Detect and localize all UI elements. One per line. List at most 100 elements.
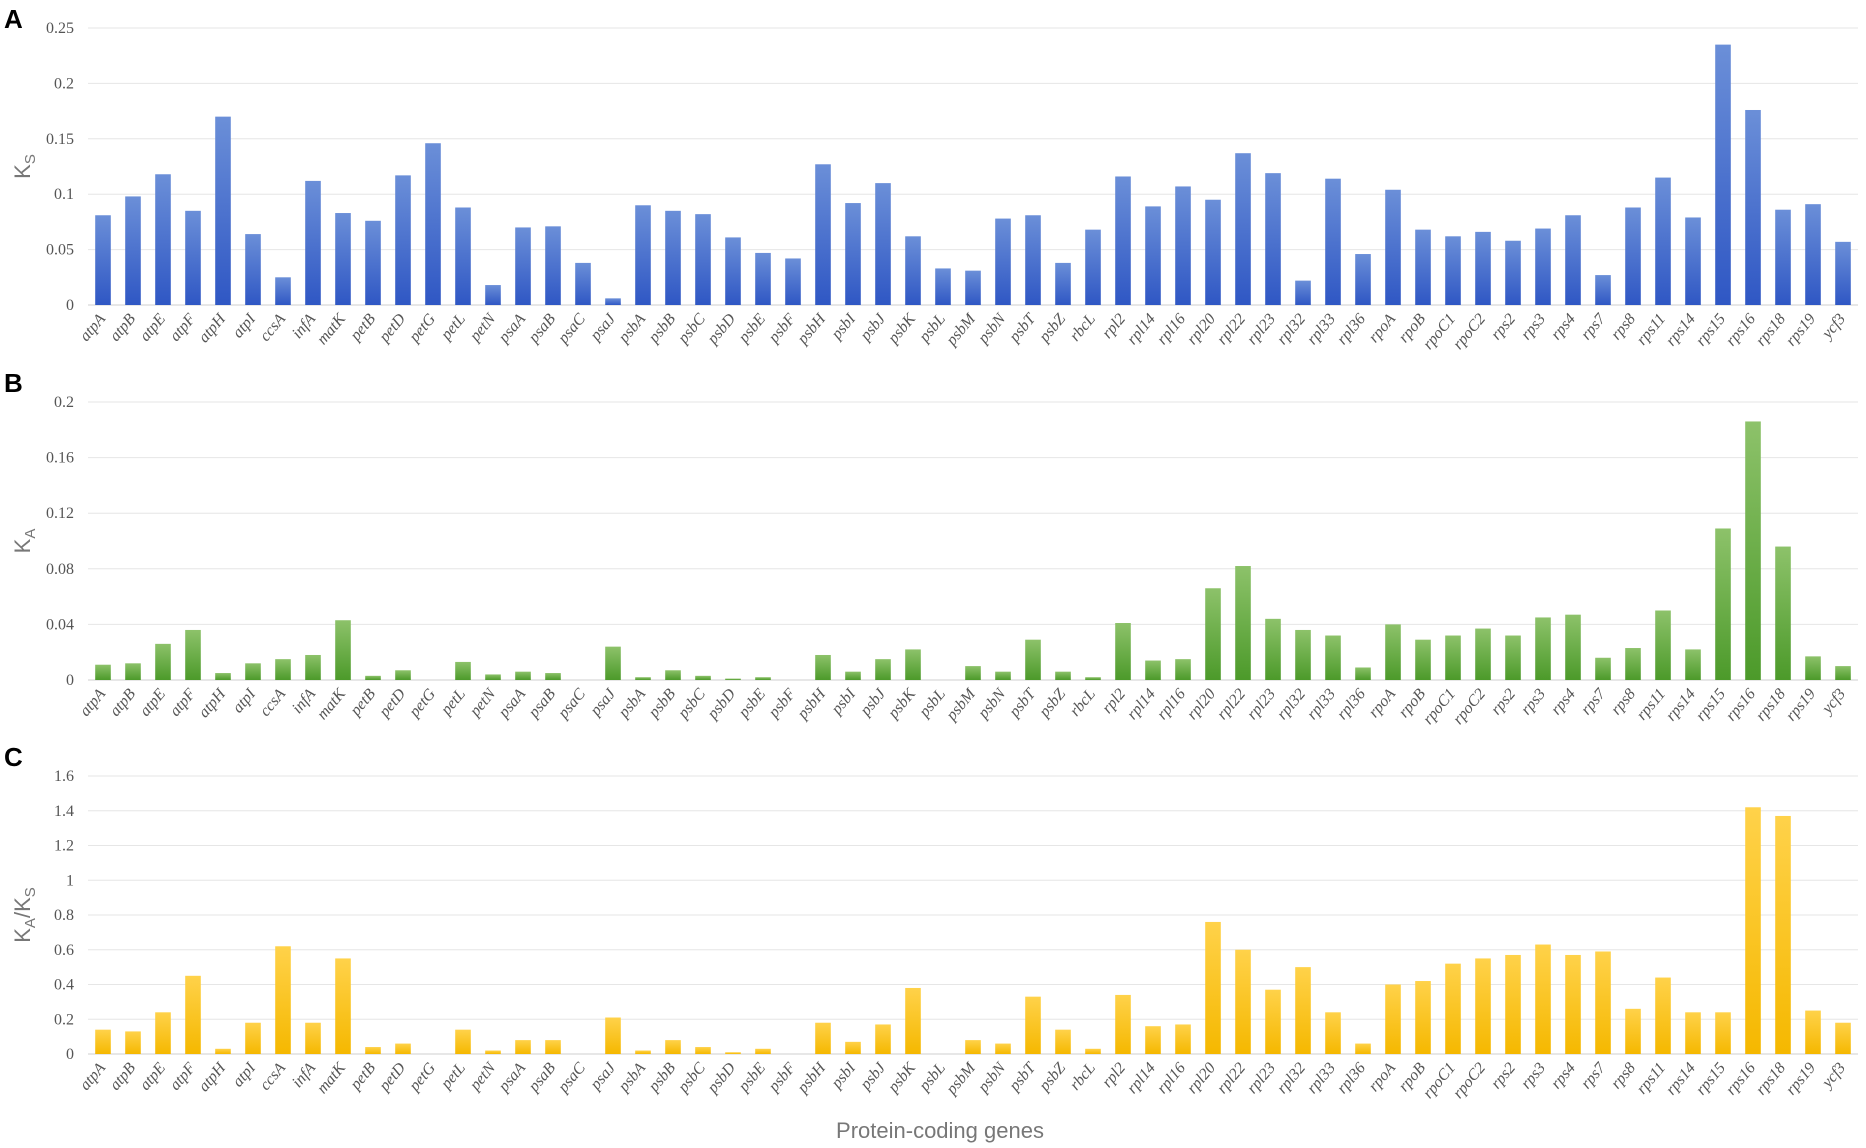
bar-petD — [395, 670, 411, 680]
bar-rpl22 — [1235, 566, 1251, 680]
bar-rpl2 — [1115, 623, 1131, 680]
x-tick-label: rpl22 — [1214, 1060, 1249, 1097]
bar-psaA — [515, 1040, 531, 1054]
y-tick-label: 0.1 — [54, 186, 74, 203]
bar-rpl14 — [1145, 660, 1161, 680]
bar-petL — [455, 1029, 471, 1054]
x-tick-label: psbH — [794, 310, 830, 349]
bar-psaA — [515, 227, 531, 305]
y-tick-label: 0.6 — [54, 942, 74, 959]
x-tick-label: rpl20 — [1184, 686, 1219, 723]
x-tick-label: psbM — [943, 684, 981, 724]
bar-petL — [455, 661, 471, 680]
bar-rps14 — [1685, 649, 1701, 680]
bar-atpE — [155, 174, 171, 305]
x-tick-label: petL — [437, 311, 469, 345]
bar-psaB — [545, 226, 561, 305]
x-tick-label: rpl23 — [1244, 686, 1279, 723]
x-tick-label: psbT — [1005, 685, 1039, 721]
y-tick-label: 0.2 — [54, 75, 74, 92]
x-tick-label: psbB — [645, 1059, 679, 1095]
bar-rpoA — [1385, 189, 1401, 305]
x-tick-label: rps2 — [1488, 1060, 1519, 1093]
bar-psbH — [815, 654, 831, 680]
x-tick-label: rpoC2 — [1450, 686, 1489, 728]
x-tick-label: psbC — [674, 1059, 709, 1096]
x-tick-label: atpB — [107, 685, 140, 719]
x-tick-label: petN — [466, 310, 500, 346]
x-tick-label: psbA — [615, 310, 649, 346]
x-tick-label: rps4 — [1548, 1060, 1579, 1093]
bar-psbM — [965, 270, 981, 305]
x-tick-label: rps14 — [1663, 686, 1699, 725]
x-tick-label: rpl22 — [1214, 311, 1249, 348]
bar-rpl2 — [1115, 994, 1131, 1054]
bar-atpI — [245, 234, 261, 305]
x-tick-label: psbI — [828, 1059, 860, 1092]
x-tick-label: ycf3 — [1818, 311, 1849, 344]
x-tick-label: atpH — [195, 310, 230, 347]
x-tick-label: psaC — [554, 310, 589, 347]
bar-atpA — [95, 664, 111, 680]
bar-psbE — [755, 252, 771, 305]
x-tick-label: matK — [314, 685, 350, 724]
bar-atpI — [245, 663, 261, 680]
bar-infA — [305, 1022, 321, 1054]
bar-rpoA — [1385, 624, 1401, 680]
x-tick-label: psbI — [828, 310, 860, 343]
bar-rpoB — [1415, 229, 1431, 305]
bar-rpl33 — [1325, 635, 1341, 680]
bar-rps18 — [1775, 815, 1791, 1054]
bar-rps14 — [1685, 217, 1701, 305]
x-tick-label: psaC — [554, 1059, 589, 1096]
x-tick-label: psaA — [495, 310, 529, 346]
bar-rpl32 — [1295, 967, 1311, 1054]
bar-rpoC1 — [1445, 635, 1461, 680]
bar-ycf3 — [1835, 1022, 1851, 1054]
bar-rps2 — [1505, 954, 1521, 1054]
bar-atpA — [95, 215, 111, 305]
x-tick-label: psbL — [915, 686, 949, 722]
x-tick-label: rbcL — [1067, 1060, 1100, 1094]
bar-rps14 — [1685, 1012, 1701, 1054]
x-tick-label: rpoC1 — [1420, 1060, 1459, 1102]
bar-rps7 — [1595, 657, 1611, 680]
bar-atpE — [155, 643, 171, 680]
y-tick-label: 0.16 — [46, 450, 74, 467]
x-tick-label: rpl33 — [1304, 311, 1339, 348]
bar-psbB — [665, 210, 681, 305]
bar-rps16 — [1745, 807, 1761, 1054]
x-tick-label: rpoA — [1365, 685, 1399, 721]
x-tick-label: psbA — [615, 685, 649, 721]
x-tick-label: psbF — [765, 1059, 799, 1095]
bar-petD — [395, 175, 411, 305]
x-tick-label: rpl22 — [1214, 686, 1249, 723]
x-tick-label: rps19 — [1783, 1060, 1819, 1099]
x-tick-label: rps4 — [1548, 311, 1579, 344]
bar-rbcL — [1085, 229, 1101, 305]
bar-rps18 — [1775, 546, 1791, 680]
y-tick-label: 1.4 — [54, 803, 74, 820]
y-tick-label: 0.12 — [46, 505, 74, 522]
x-tick-label: psbZ — [1035, 310, 1069, 346]
bar-psbK — [905, 987, 921, 1054]
bar-psaJ — [605, 646, 621, 680]
bar-rpl14 — [1145, 1026, 1161, 1054]
x-tick-label: psaB — [525, 310, 559, 346]
x-tick-label: psaB — [525, 685, 559, 721]
bar-psaC — [575, 262, 591, 305]
y-tick-label: 0 — [66, 297, 74, 314]
bar-rps3 — [1535, 228, 1551, 305]
bar-rpl23 — [1265, 989, 1281, 1054]
x-tick-label: psbE — [735, 310, 769, 346]
bar-rpl20 — [1205, 921, 1221, 1054]
bar-psaJ — [605, 1017, 621, 1054]
x-tick-label: psbF — [765, 310, 799, 346]
bar-psbZ — [1055, 671, 1071, 680]
x-tick-label: rbcL — [1067, 311, 1100, 345]
bar-psaB — [545, 1040, 561, 1054]
bar-rps7 — [1595, 951, 1611, 1054]
x-tick-label: atpA — [77, 310, 110, 344]
bar-atpH — [215, 1048, 231, 1054]
bar-psbK — [905, 649, 921, 680]
